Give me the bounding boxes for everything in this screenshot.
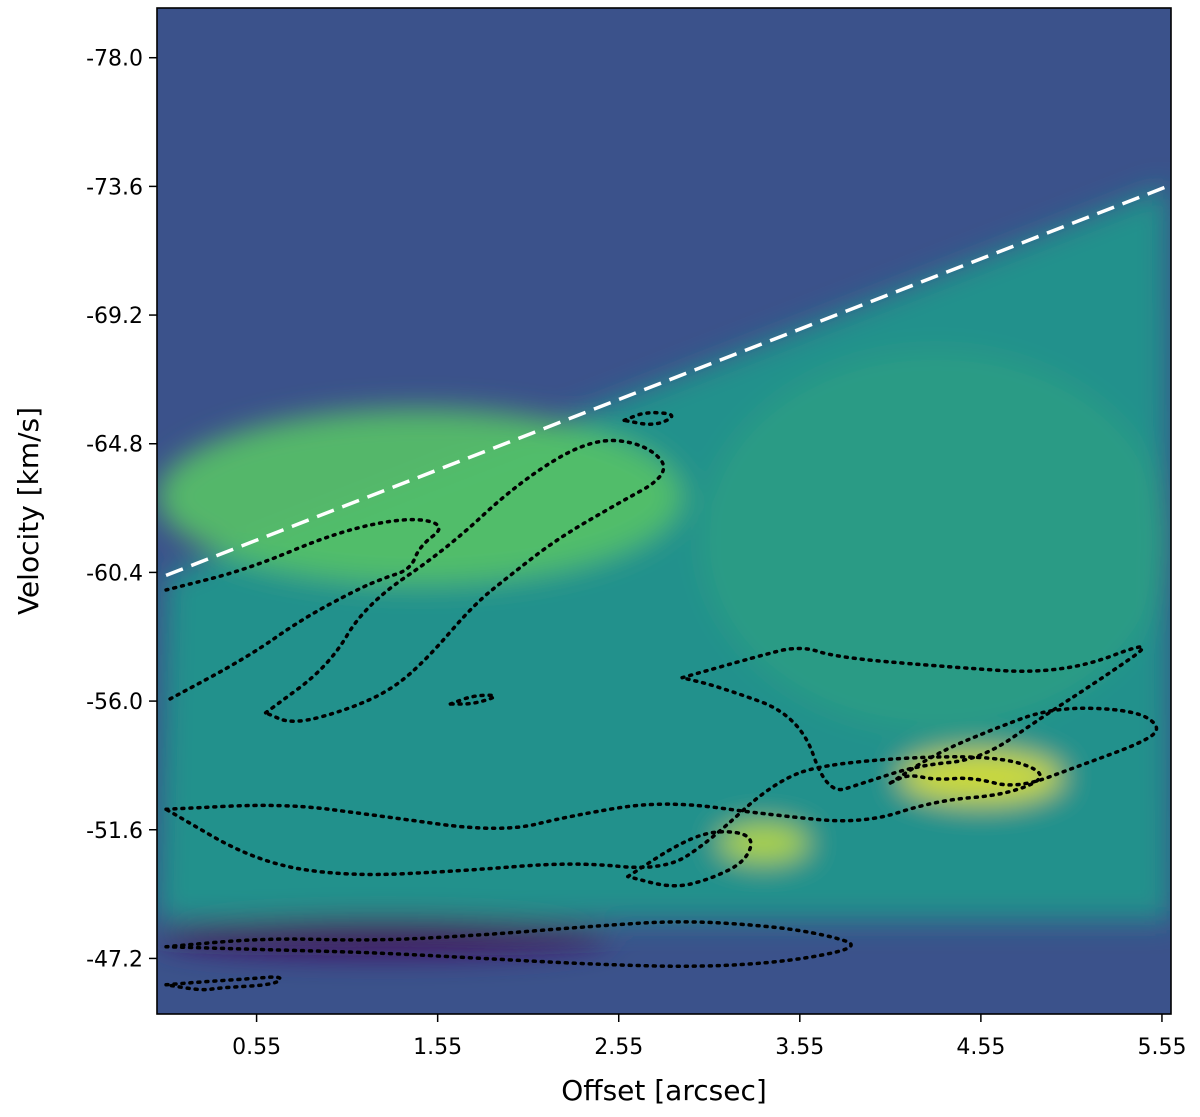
intensity-feature <box>157 917 610 956</box>
dotted-contour <box>626 829 753 888</box>
plot-frame <box>156 7 1172 1015</box>
y-tick-label: -64.8 <box>86 433 143 458</box>
edge-line-group <box>165 184 1169 577</box>
dotted-contour <box>888 706 1159 787</box>
dotted-contour <box>164 755 1042 877</box>
y-tick-label: -51.6 <box>86 819 143 844</box>
y-tick-label: -47.2 <box>86 947 143 972</box>
x-axis-label: Offset [arcsec] <box>561 1074 767 1107</box>
contour-group <box>164 410 1159 992</box>
y-tick-label: -56.0 <box>86 690 143 715</box>
x-tick-label: 3.55 <box>775 1035 824 1060</box>
y-tick-label: -73.6 <box>86 175 143 200</box>
x-tick-label: 5.55 <box>1137 1035 1186 1060</box>
x-tick-label: 2.55 <box>594 1035 643 1060</box>
y-tick-label: -78.0 <box>86 47 143 72</box>
x-tick-label: 0.55 <box>232 1035 281 1060</box>
dotted-contour <box>164 920 853 968</box>
x-tick-label: 1.55 <box>413 1035 462 1060</box>
x-tick-label: 4.55 <box>956 1035 1005 1060</box>
dotted-contour <box>448 693 496 706</box>
dotted-contour <box>263 438 666 723</box>
dashed-edge-line <box>165 184 1169 577</box>
intensity-feature <box>700 350 1171 731</box>
y-tick-label: -60.4 <box>86 561 143 586</box>
dotted-contour <box>164 975 282 992</box>
intensity-feature <box>157 408 683 585</box>
y-axis-label: Velocity [km/s] <box>12 407 45 615</box>
y-tick-label: -69.2 <box>86 304 143 329</box>
dotted-contour <box>680 645 1145 792</box>
intensity-feature <box>718 823 809 862</box>
x-axis: 0.55 1.55 2.55 3.55 4.55 5.55 <box>232 1014 1186 1060</box>
y-axis: -78.0 -73.6 -69.2 -64.8 -60.4 -56.0 -51.6 -47.2 <box>86 47 157 972</box>
dotted-contour <box>622 410 674 426</box>
heatmap <box>157 8 1171 1014</box>
intensity-blobs <box>157 186 1171 956</box>
